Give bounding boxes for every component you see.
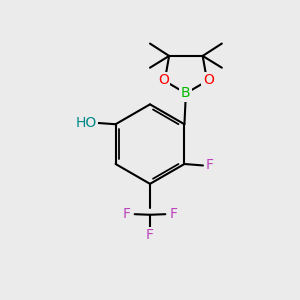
Text: F: F <box>146 228 154 242</box>
Text: F: F <box>206 158 214 172</box>
Text: O: O <box>158 74 169 87</box>
Text: HO: HO <box>76 116 97 130</box>
Text: O: O <box>203 74 214 87</box>
Text: F: F <box>122 207 130 221</box>
Text: F: F <box>169 207 178 221</box>
Text: B: B <box>181 86 191 100</box>
